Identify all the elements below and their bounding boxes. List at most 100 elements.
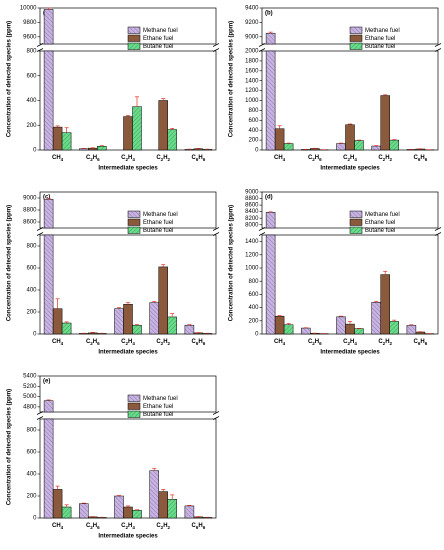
bar (380, 95, 390, 151)
bar (52, 126, 63, 151)
bar (132, 106, 142, 151)
bar (371, 145, 381, 151)
bar (123, 506, 133, 519)
legend-swatch (127, 34, 141, 42)
x-tick-label: C6H6 (192, 523, 206, 530)
bar (149, 302, 159, 335)
y-tick-label: 0 (255, 148, 259, 154)
legend-swatch (127, 410, 141, 418)
legend-swatch (127, 226, 141, 234)
x-tick-label: CH4 (274, 155, 286, 162)
axis-break (212, 232, 220, 236)
x-tick-label: C2H2 (156, 523, 170, 530)
axis-break (212, 227, 220, 231)
axis-break (434, 43, 442, 47)
legend-swatch (127, 218, 141, 226)
bar-upper (43, 9, 54, 45)
legend-label: Ethane fuel (365, 36, 395, 42)
bar (79, 148, 89, 151)
panel-label: (e) (43, 379, 50, 385)
x-tick-label: C2H6 (308, 155, 322, 162)
x-tick-label: C2H4 (121, 523, 135, 530)
bar (193, 516, 204, 519)
bar-upper (265, 32, 276, 45)
y-tick-label: 0 (33, 516, 37, 522)
x-axis-label: Intermediate species (320, 350, 380, 356)
y-tick-label: 8200 (245, 216, 259, 222)
bar (283, 324, 294, 335)
bar (336, 316, 346, 335)
x-tick-label: C6H6 (192, 339, 206, 346)
y-tick-label: 400 (26, 472, 37, 478)
y-tick-label: 800 (248, 108, 259, 114)
y-tick-label: 1400 (245, 239, 259, 245)
y-axis-label: Concentration of detected species (ppm) (7, 389, 13, 505)
bar-upper (43, 400, 54, 413)
x-axis-label: Intermediate species (98, 166, 158, 172)
bar (265, 50, 276, 151)
bar (88, 332, 98, 335)
y-tick-label: 8800 (23, 208, 37, 214)
y-tick-label: 8600 (23, 220, 37, 226)
y-tick-label: 9000 (245, 34, 259, 40)
bar (43, 418, 54, 519)
y-tick-label: 400 (26, 98, 37, 104)
bar (123, 304, 133, 335)
y-tick-label: 400 (26, 288, 37, 294)
bar (88, 147, 98, 151)
legend-label: Ethane fuel (143, 404, 173, 410)
y-tick-label: 800 (26, 428, 37, 434)
x-tick-label: CH4 (52, 155, 64, 162)
bar (158, 100, 168, 151)
x-tick-label: C6H6 (192, 155, 206, 162)
bar-upper (265, 212, 276, 229)
axis-break (212, 48, 220, 52)
y-axis-label: Concentration of detected species (ppm) (229, 205, 235, 321)
x-tick-label: C2H2 (156, 339, 170, 346)
y-tick-label: 400 (248, 305, 259, 311)
axis-break (212, 416, 220, 420)
bar (274, 315, 285, 335)
bar (79, 503, 89, 519)
x-tick-label: C2H2 (378, 155, 392, 162)
legend-swatch (127, 394, 141, 402)
y-tick-label: 5400 (23, 374, 37, 380)
bar (167, 129, 177, 151)
x-tick-label: C2H2 (378, 339, 392, 346)
bar (345, 323, 355, 335)
bar (380, 274, 390, 335)
bar (52, 308, 63, 335)
bar (354, 328, 364, 335)
axis-break (258, 43, 266, 47)
axis-break (258, 227, 266, 231)
y-tick-label: 1000 (245, 266, 259, 272)
axis-frame (39, 418, 217, 519)
bar (88, 516, 98, 519)
y-axis-label: Concentration of detected species (ppm) (229, 21, 235, 137)
y-tick-label: 8000 (245, 222, 259, 228)
legend-swatch (127, 26, 141, 34)
y-tick-label: 9600 (23, 34, 37, 40)
bar (114, 308, 124, 335)
bar (61, 322, 72, 335)
legend-swatch (349, 218, 363, 226)
bar (345, 124, 355, 151)
y-tick-label: 800 (248, 279, 259, 285)
y-tick-label: 1200 (245, 88, 259, 94)
y-tick-label: 9200 (245, 20, 259, 26)
y-tick-label: 400 (248, 128, 259, 134)
x-tick-label: CH4 (52, 339, 64, 346)
bar (61, 506, 72, 519)
bar (43, 50, 54, 151)
panel-label: (d) (265, 195, 273, 201)
y-tick-label: 10000 (20, 6, 37, 12)
legend-swatch (349, 42, 363, 50)
y-tick-label: 600 (26, 266, 37, 272)
panel-label: (b) (265, 11, 273, 17)
legend-label: Ethane fuel (143, 36, 173, 42)
bar (123, 116, 133, 151)
bar (184, 505, 195, 519)
y-tick-label: 600 (248, 118, 259, 124)
axis-break (434, 48, 442, 52)
x-tick-label: CH4 (52, 523, 64, 530)
